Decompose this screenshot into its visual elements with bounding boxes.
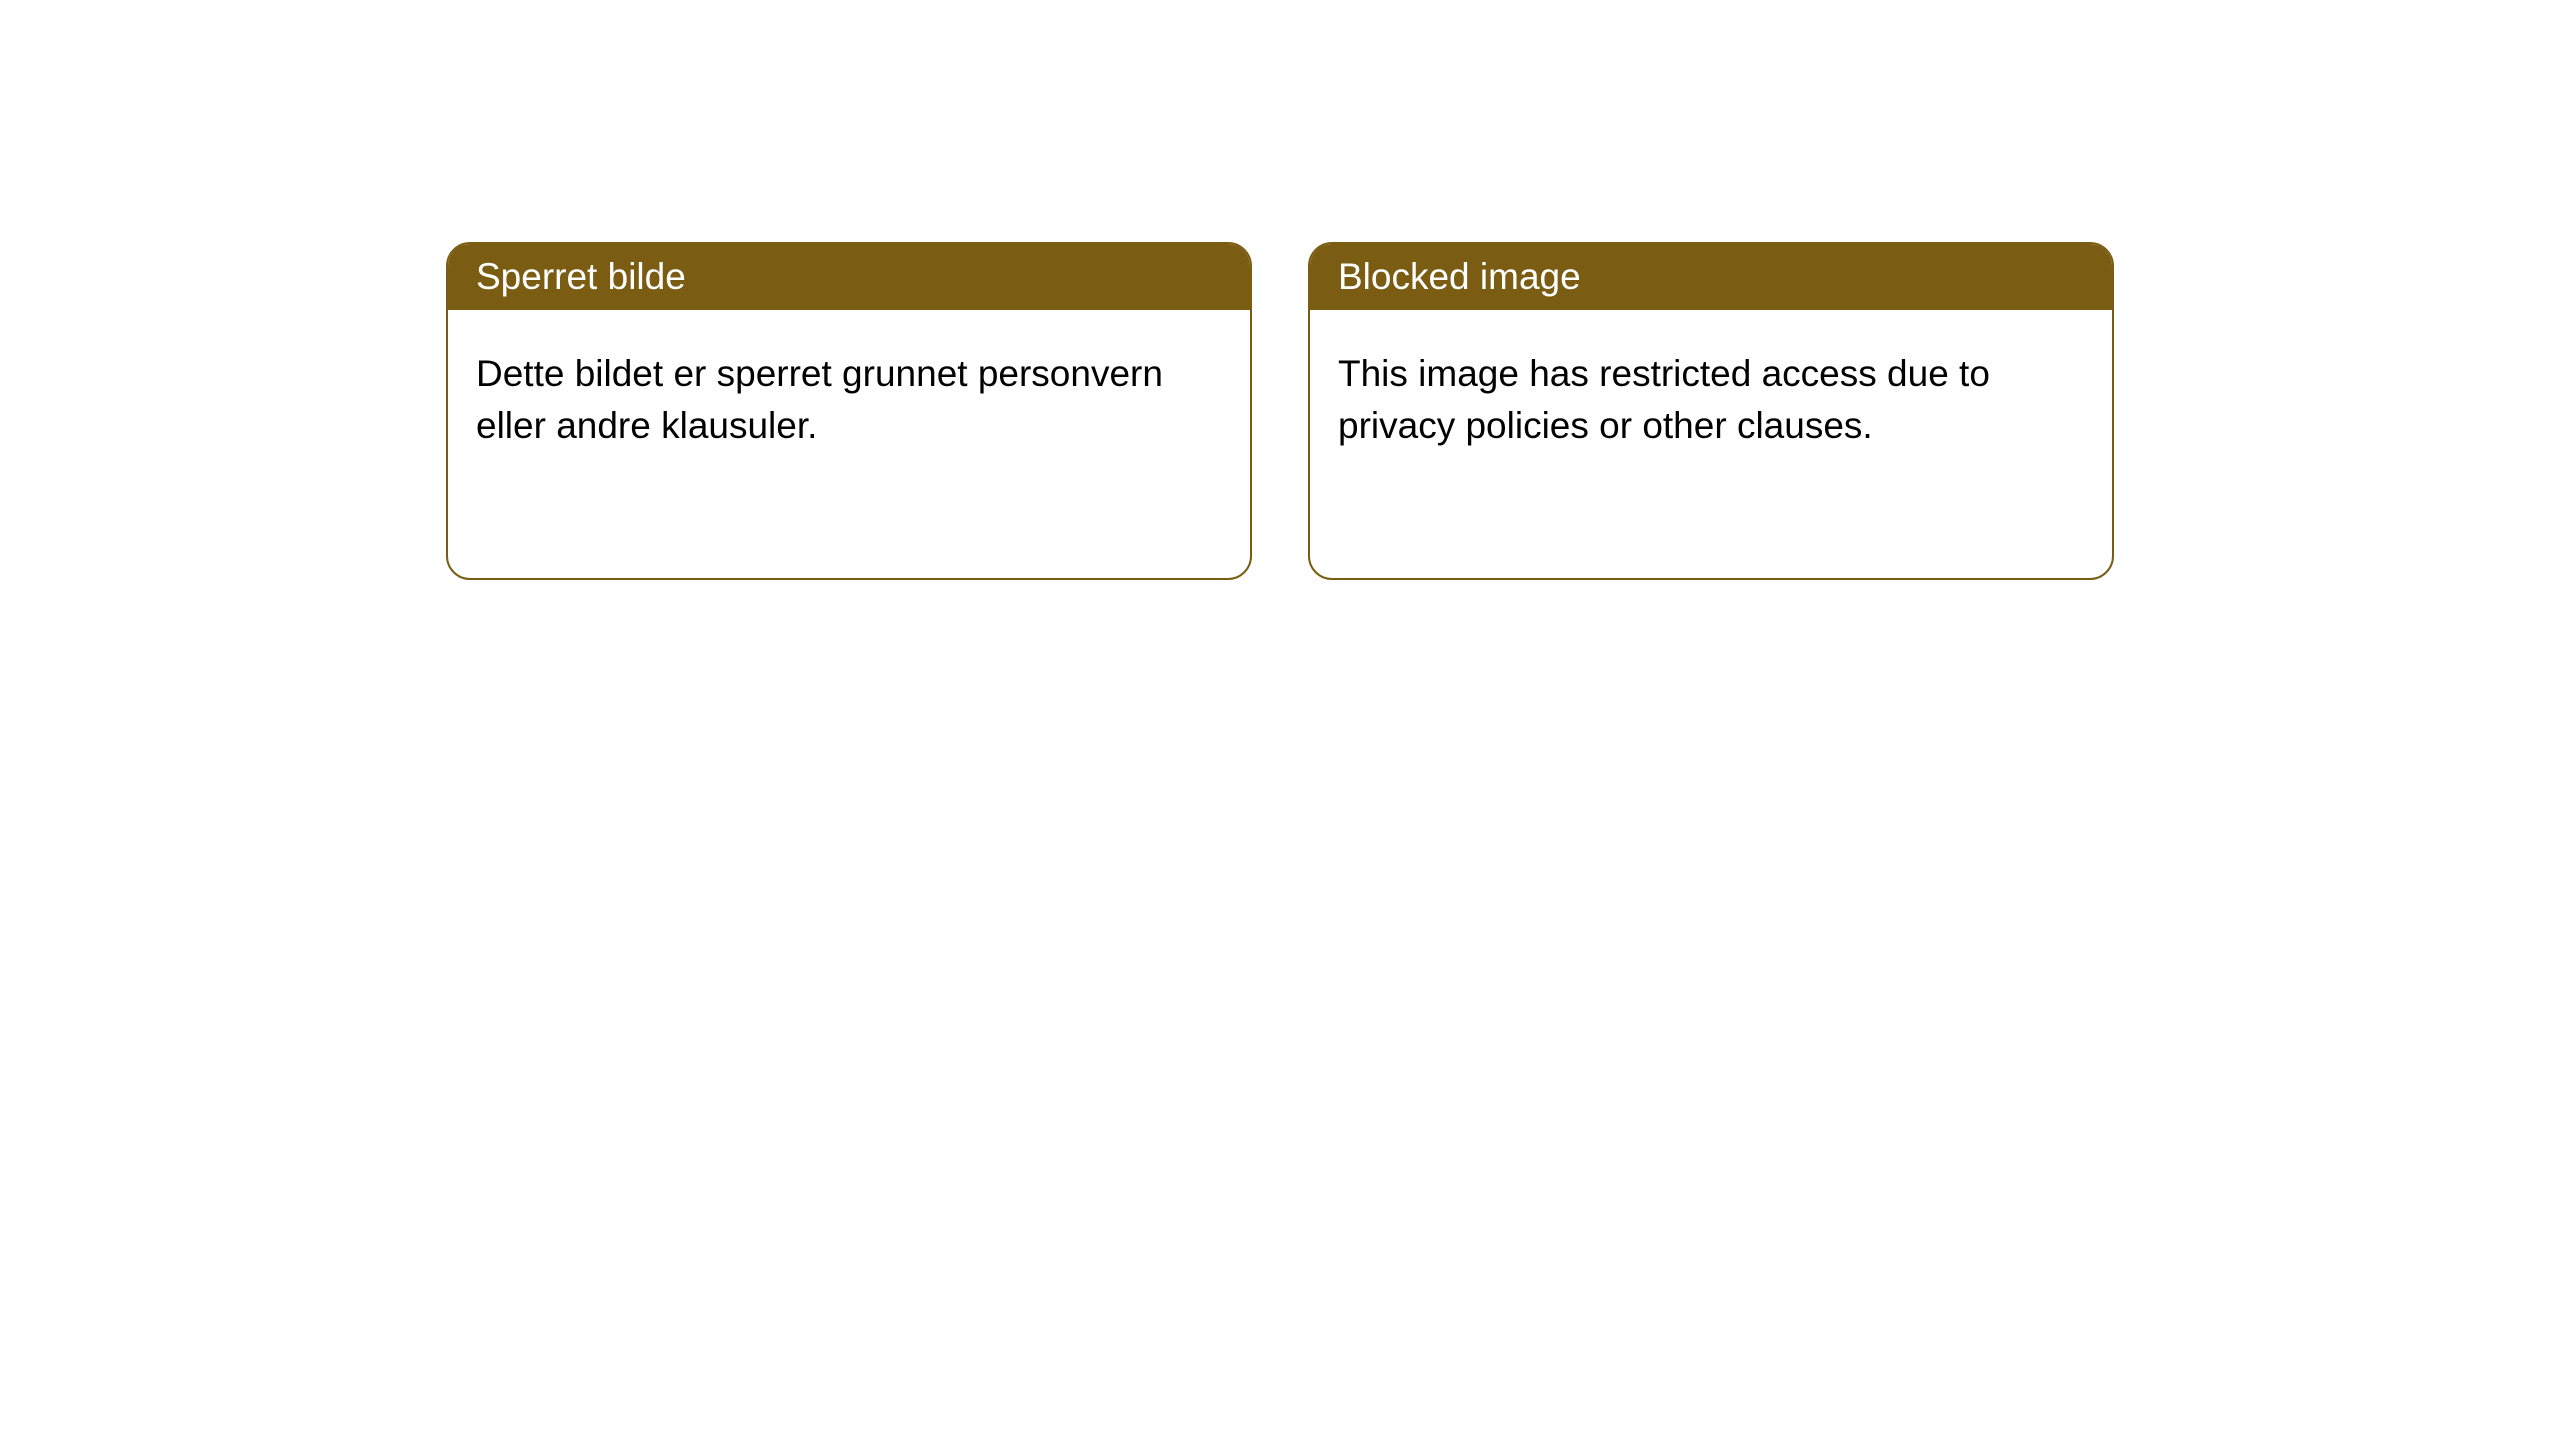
notice-card-title: Blocked image [1310, 244, 2112, 310]
notice-card-norwegian: Sperret bilde Dette bildet er sperret gr… [446, 242, 1252, 580]
notice-card-body: This image has restricted access due to … [1310, 310, 2112, 490]
notice-container: Sperret bilde Dette bildet er sperret gr… [0, 0, 2560, 580]
notice-card-body: Dette bildet er sperret grunnet personve… [448, 310, 1250, 490]
notice-card-english: Blocked image This image has restricted … [1308, 242, 2114, 580]
notice-card-title: Sperret bilde [448, 244, 1250, 310]
